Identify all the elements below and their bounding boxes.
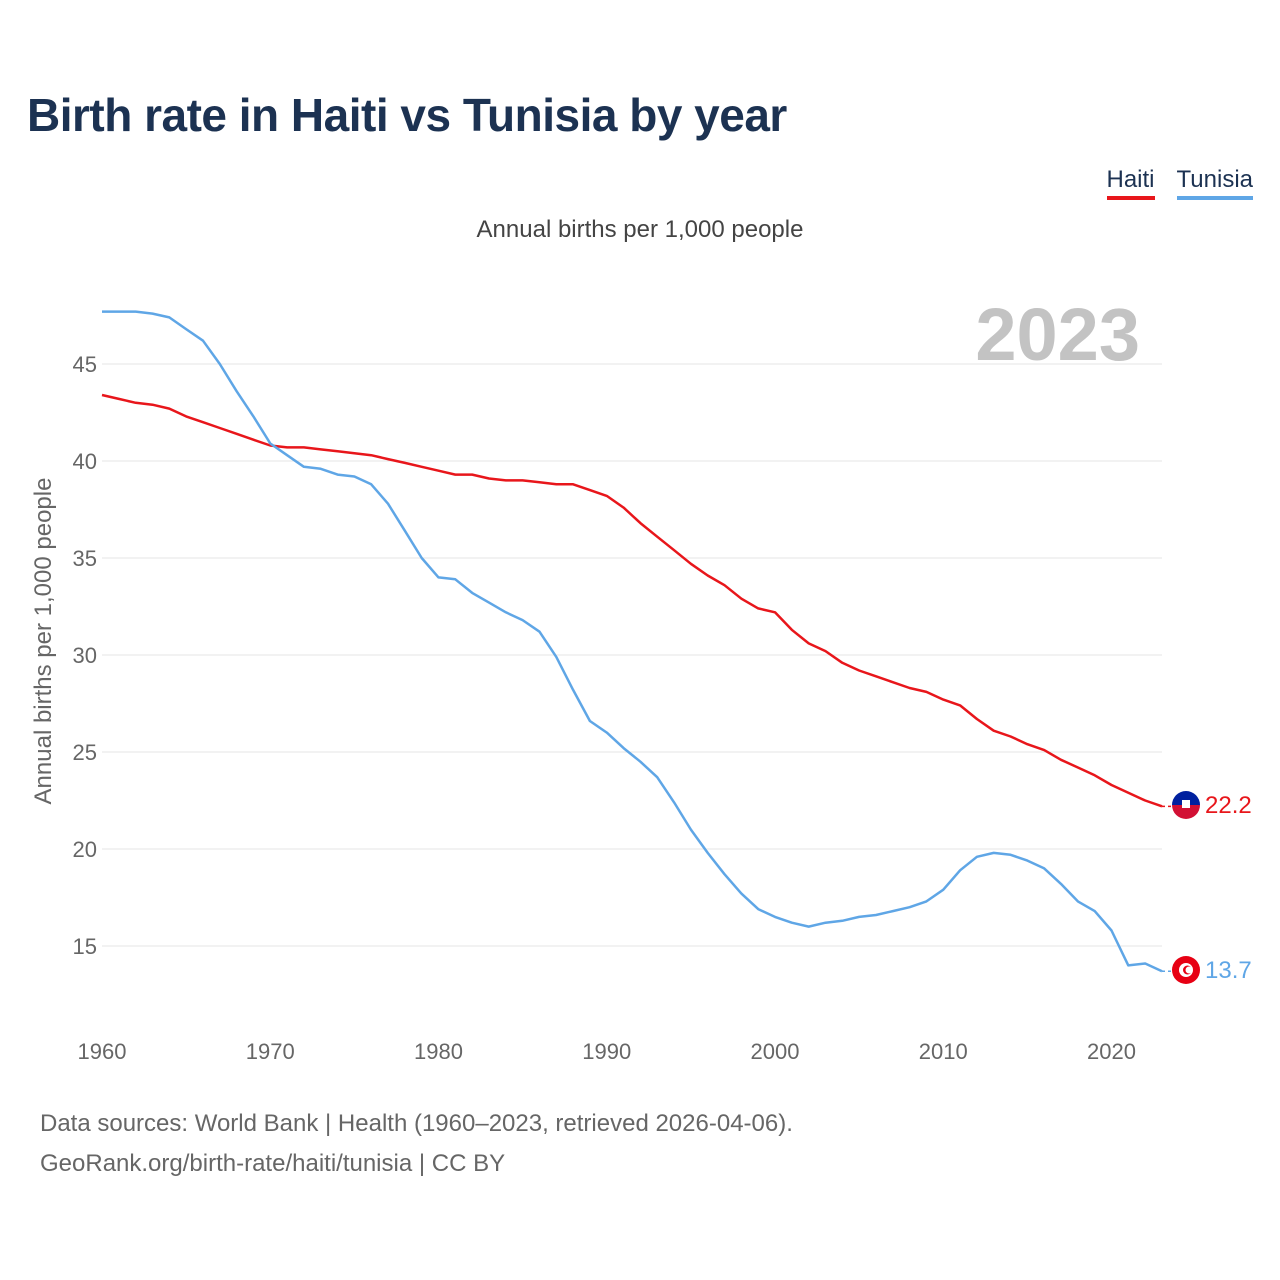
source-url-license: GeoRank.org/birth-rate/haiti/tunisia | C…: [40, 1150, 506, 1177]
chart-subtitle: Annual births per 1,000 people: [476, 216, 804, 243]
haiti-end-value: 22.2: [1205, 792, 1252, 819]
year-watermark: 2023: [975, 293, 1140, 376]
tunisia-end-value: 13.7: [1205, 957, 1252, 984]
y-axis-title: Annual births per 1,000 people: [30, 478, 57, 805]
y-tick-label: 30: [73, 643, 97, 668]
x-tick-label: 2000: [751, 1039, 800, 1064]
haiti-flag-icon: [1172, 791, 1200, 819]
end-markers: [1172, 791, 1200, 984]
x-tick-label: 1980: [414, 1039, 463, 1064]
y-tick-label: 15: [73, 934, 97, 959]
data-source-note: Data sources: World Bank | Health (1960–…: [40, 1110, 793, 1137]
series-line-haiti[interactable]: [101, 393, 1163, 808]
x-tick-label: 1960: [78, 1039, 127, 1064]
x-tick-label: 2020: [1087, 1039, 1136, 1064]
y-tick-label: 25: [73, 740, 97, 765]
series-line-tunisia[interactable]: [102, 310, 1163, 973]
y-tick-label: 40: [73, 449, 97, 474]
x-axis-ticks: 1960 1970 1980 1990 2000 2010 2020: [78, 1039, 1136, 1064]
x-tick-label: 1990: [582, 1039, 631, 1064]
footer: Data sources: World Bank | Health (1960–…: [40, 1104, 793, 1184]
y-tick-label: 45: [73, 352, 97, 377]
series-lines: [101, 310, 1172, 973]
grid-lines: [102, 363, 1162, 947]
legend: Haiti Tunisia: [1106, 166, 1253, 200]
x-tick-label: 1970: [246, 1039, 295, 1064]
y-tick-label: 35: [73, 546, 97, 571]
chart-title: Birth rate in Haiti vs Tunisia by year: [27, 89, 787, 141]
x-tick-label: 2010: [919, 1039, 968, 1064]
legend-item-haiti[interactable]: Haiti: [1106, 166, 1155, 200]
y-axis-ticks: 15 20 25 30 35 40 45: [73, 352, 97, 959]
legend-item-tunisia[interactable]: Tunisia: [1176, 166, 1253, 200]
y-tick-label: 20: [73, 837, 97, 862]
tunisia-flag-icon: [1172, 956, 1200, 984]
